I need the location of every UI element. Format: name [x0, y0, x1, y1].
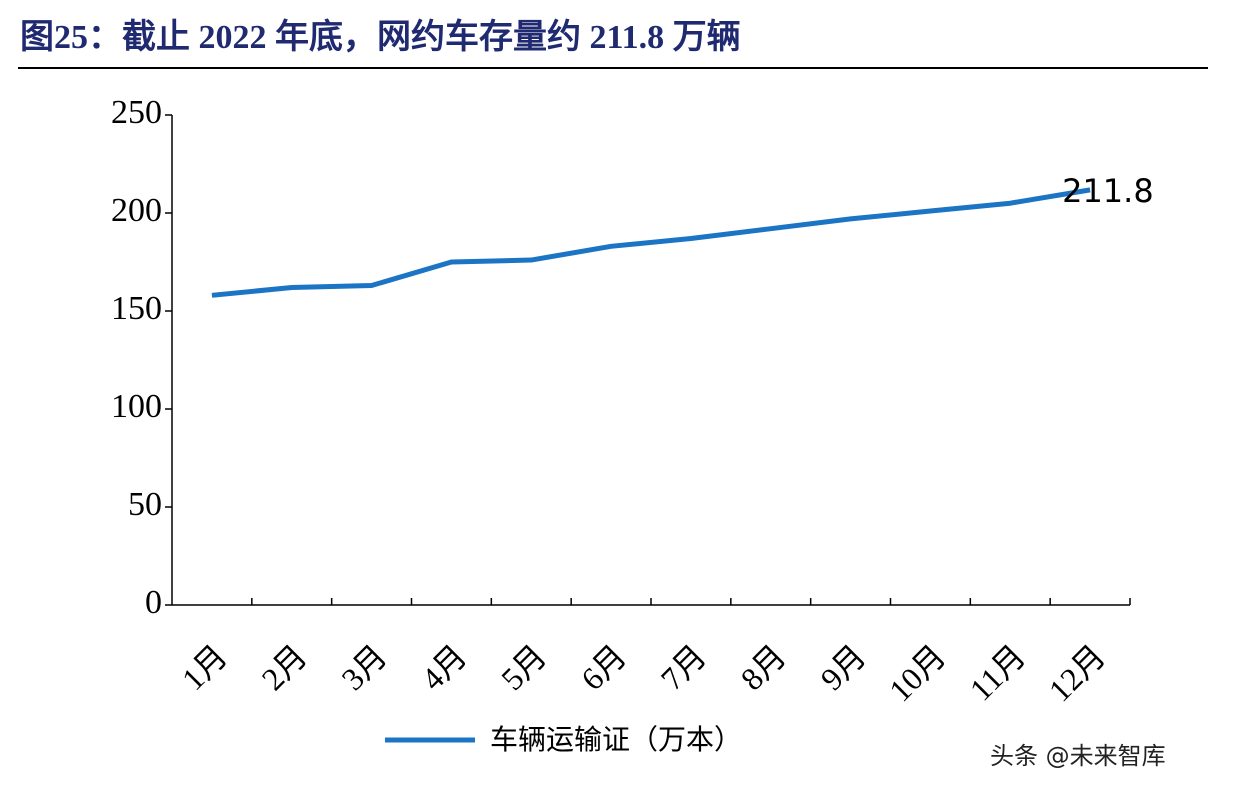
x-tick-label: 11月	[963, 638, 1033, 708]
x-tick-label: 6月	[574, 638, 633, 697]
y-tick-label: 200	[111, 192, 162, 229]
x-tick-label: 10月	[882, 638, 953, 709]
x-tick-label: 7月	[654, 638, 713, 697]
y-tick-label: 150	[111, 290, 162, 327]
y-tick-label: 50	[128, 486, 162, 523]
x-tick-label: 2月	[254, 638, 313, 697]
x-tick-label: 9月	[813, 638, 872, 697]
data-label: 211.8	[1062, 172, 1154, 210]
legend-label: 车辆运输证（万本）	[490, 723, 742, 756]
x-tick-label: 4月	[414, 638, 473, 697]
y-tick-label: 250	[111, 94, 162, 131]
series-line	[211, 187, 1091, 298]
x-tick-label: 1月	[175, 638, 234, 697]
y-tick-label: 0	[145, 584, 162, 621]
watermark: 头条 @未来智库	[990, 742, 1166, 770]
x-tick-label: 8月	[733, 638, 792, 697]
x-tick-label: 3月	[334, 638, 393, 697]
x-tick-label: 5月	[494, 638, 553, 697]
y-tick-label: 100	[111, 388, 162, 425]
chart-title: 图25：截止 2022 年底，网约车存量约 211.8 万辆	[20, 18, 741, 56]
x-tick-label: 12月	[1042, 638, 1113, 709]
